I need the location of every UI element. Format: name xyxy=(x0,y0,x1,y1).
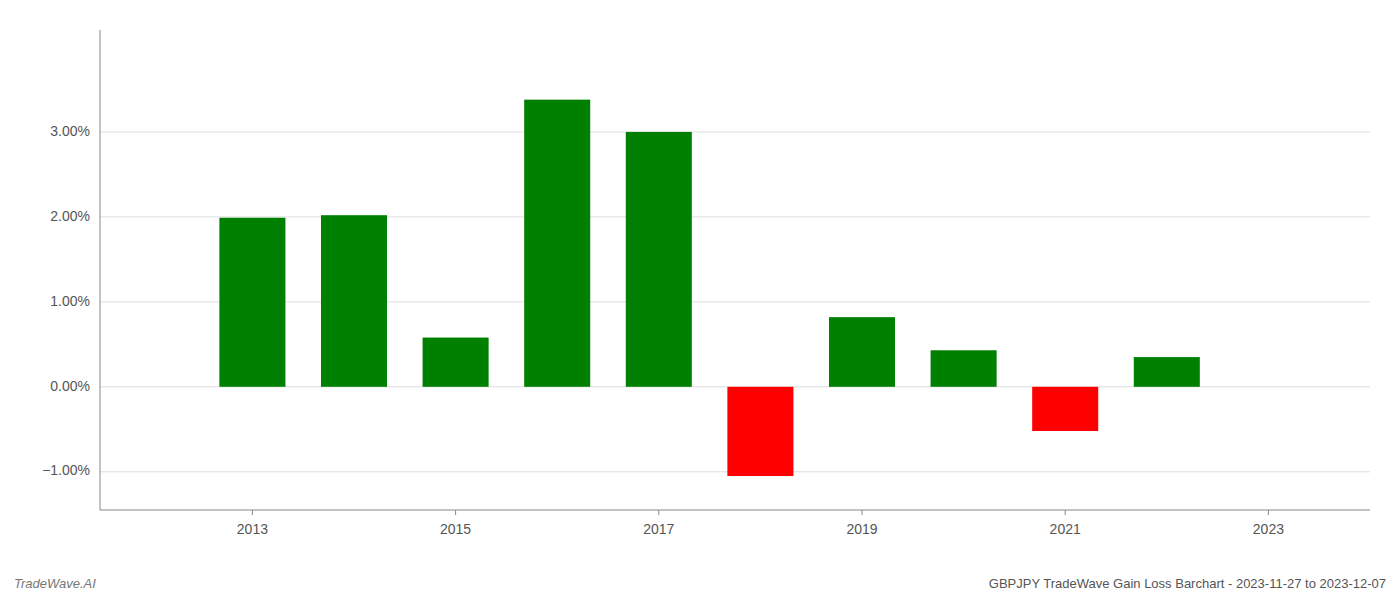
bar xyxy=(931,350,997,387)
title: GBPJPY TradeWave Gain Loss Barchart - 20… xyxy=(989,576,1386,591)
bar xyxy=(219,218,285,387)
x-tick-label: 2019 xyxy=(846,521,877,537)
bar xyxy=(1032,387,1098,431)
bar xyxy=(727,387,793,476)
y-tick-label: 2.00% xyxy=(50,208,90,224)
x-axis-line xyxy=(100,510,1370,511)
y-tick-label: 0.00% xyxy=(50,378,90,394)
bar xyxy=(829,317,895,387)
x-tick xyxy=(455,510,456,515)
y-tick-label: −1.00% xyxy=(42,462,90,478)
axes xyxy=(100,30,1370,510)
x-ticks: 2013 2015 2017 2019 2021 2023 xyxy=(237,510,1284,537)
x-tick xyxy=(862,510,863,515)
x-tick-label: 2021 xyxy=(1050,521,1081,537)
y-axis-line xyxy=(100,30,101,510)
x-tick xyxy=(658,510,659,515)
bar xyxy=(626,132,692,387)
y-tick-labels: −1.00% 0.00% 1.00% 2.00% 3.00% xyxy=(42,123,90,479)
x-tick-label: 2015 xyxy=(440,521,471,537)
background xyxy=(0,0,1400,600)
bar xyxy=(423,338,489,387)
bars xyxy=(219,100,1199,476)
chart: −1.00%0.00%1.00%2.00%3.00%20132015201720… xyxy=(0,0,1400,600)
x-tick-label: 2023 xyxy=(1253,521,1284,537)
x-tick xyxy=(1065,510,1066,515)
bar xyxy=(524,100,590,387)
watermark: TradeWave.AI xyxy=(14,576,96,591)
y-tick-label: 1.00% xyxy=(50,293,90,309)
x-tick xyxy=(252,510,253,515)
bar xyxy=(1134,357,1200,387)
grid-line xyxy=(100,131,1370,132)
bar xyxy=(321,215,387,387)
x-tick-label: 2013 xyxy=(237,521,268,537)
x-tick-label: 2017 xyxy=(643,521,674,537)
x-tick xyxy=(1268,510,1269,515)
y-tick-label: 3.00% xyxy=(50,123,90,139)
grid-line xyxy=(100,301,1370,302)
grid-line xyxy=(100,216,1370,217)
